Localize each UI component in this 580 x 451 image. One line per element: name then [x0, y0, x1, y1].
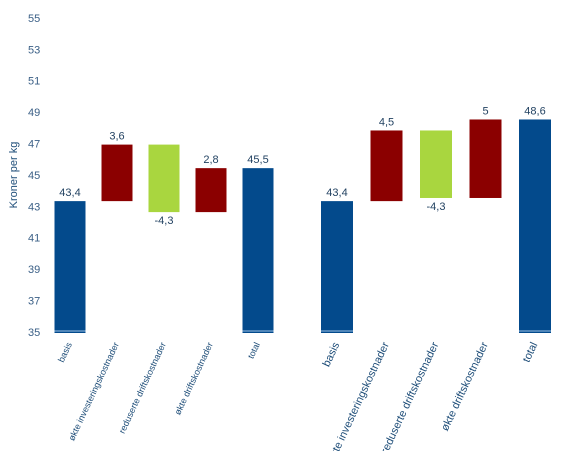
value-label: 48,6: [524, 105, 545, 117]
bar: [195, 168, 227, 213]
bar: [148, 144, 180, 213]
x-tick-label: total: [521, 340, 541, 364]
x-tick-label: basis: [56, 340, 74, 364]
value-label: 4,5: [379, 116, 394, 128]
bar: [101, 144, 133, 202]
y-tick-label: 35: [28, 327, 40, 339]
y-tick-label: 55: [28, 13, 40, 25]
bar: [519, 119, 551, 333]
bar: [321, 201, 353, 333]
y-tick-label: 47: [28, 139, 40, 151]
y-tick-label: 45: [28, 170, 40, 182]
x-tick-label: økte driftskostnader: [439, 340, 491, 433]
y-tick-label: 49: [28, 107, 40, 119]
x-tick-label: økte driftskostnader: [173, 341, 215, 417]
bar: [469, 119, 502, 198]
bar: [370, 130, 403, 202]
value-label: 5: [482, 105, 488, 117]
x-tick-label: reduserte driftskostnader: [117, 341, 168, 435]
y-tick-label: 51: [28, 76, 40, 88]
bar: [420, 130, 452, 198]
y-tick-label: 41: [28, 233, 40, 245]
value-label: -4,3: [155, 215, 174, 227]
x-tick-label: total: [246, 341, 262, 361]
bar: [54, 201, 86, 333]
value-label: 3,6: [109, 131, 124, 143]
y-tick-label: 53: [28, 44, 40, 56]
value-label: 43,4: [326, 187, 347, 199]
y-tick-label: 39: [28, 264, 40, 276]
x-tick-label: reduserte driftskostnader: [379, 340, 441, 451]
x-tick-label: basis: [321, 340, 343, 369]
x-tick-label: økte investeringskostnader: [66, 341, 121, 443]
y-axis-label: Kroner per kg: [8, 142, 20, 209]
value-label: 45,5: [247, 154, 268, 166]
value-label: -4,3: [427, 201, 446, 213]
value-label: 2,8: [203, 154, 218, 166]
bar: [242, 168, 274, 333]
value-label: 43,4: [59, 187, 80, 199]
y-tick-label: 37: [28, 296, 40, 308]
y-tick-label: 43: [28, 201, 40, 213]
